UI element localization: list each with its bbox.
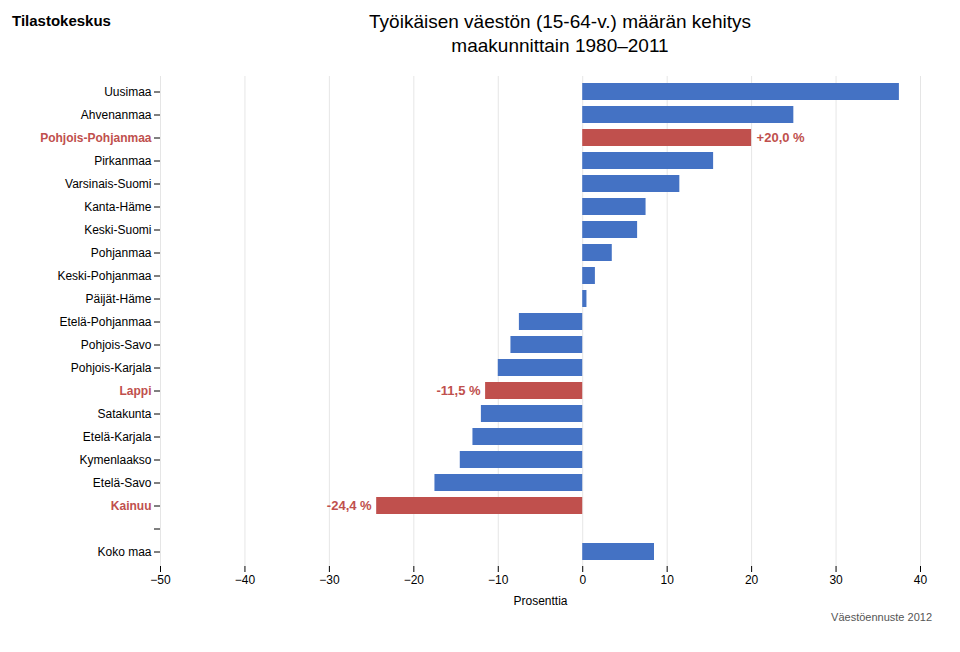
svg-text:−10: −10 bbox=[488, 573, 509, 587]
svg-text:−20: −20 bbox=[404, 573, 425, 587]
svg-text:-24,4 %: -24,4 % bbox=[327, 498, 372, 513]
svg-text:0: 0 bbox=[579, 573, 586, 587]
svg-text:Keski-Pohjanmaa: Keski-Pohjanmaa bbox=[57, 269, 151, 283]
svg-text:10: 10 bbox=[660, 573, 674, 587]
svg-text:+20,0 %: +20,0 % bbox=[757, 130, 806, 145]
html-text:Tilastokeskus: Tilastokeskus bbox=[12, 12, 111, 29]
svg-text:Pohjanmaa: Pohjanmaa bbox=[91, 246, 152, 260]
svg-text:Etelä-Karjala: Etelä-Karjala bbox=[83, 430, 152, 444]
svg-text:Etelä-Savo: Etelä-Savo bbox=[93, 476, 152, 490]
html-text:Työikäisen väestön (15-64-v.): Työikäisen väestön (15-64-v.) määrän keh… bbox=[369, 11, 751, 32]
svg-text:Ahvenanmaa: Ahvenanmaa bbox=[81, 108, 152, 122]
svg-text:Pohjois-Pohjanmaa: Pohjois-Pohjanmaa bbox=[40, 131, 152, 145]
svg-text:−30: −30 bbox=[319, 573, 340, 587]
svg-text:Pirkanmaa: Pirkanmaa bbox=[94, 154, 152, 168]
svg-text:Päijät-Häme: Päijät-Häme bbox=[85, 292, 151, 306]
svg-text:30: 30 bbox=[829, 573, 843, 587]
svg-text:Kainuu: Kainuu bbox=[111, 499, 152, 513]
svg-text:−40: −40 bbox=[235, 573, 256, 587]
svg-text:-11,5 %: -11,5 % bbox=[437, 383, 482, 398]
svg-text:Lappi: Lappi bbox=[120, 384, 152, 398]
svg-text:Keski-Suomi: Keski-Suomi bbox=[84, 223, 151, 237]
svg-text:Satakunta: Satakunta bbox=[97, 407, 151, 421]
svg-text:Etelä-Pohjanmaa: Etelä-Pohjanmaa bbox=[59, 315, 151, 329]
svg-text:Koko maa: Koko maa bbox=[97, 545, 151, 559]
svg-text:40: 40 bbox=[914, 573, 928, 587]
svg-text:Prosenttia: Prosenttia bbox=[513, 594, 567, 608]
svg-text:−50: −50 bbox=[150, 573, 171, 587]
svg-text:20: 20 bbox=[745, 573, 759, 587]
svg-text:Kymenlaakso: Kymenlaakso bbox=[79, 453, 151, 467]
svg-text:Uusimaa: Uusimaa bbox=[104, 85, 152, 99]
html-text:Väestöennuste 2012: Väestöennuste 2012 bbox=[831, 611, 932, 623]
svg-text:Kanta-Häme: Kanta-Häme bbox=[84, 200, 152, 214]
svg-text:Varsinais-Suomi: Varsinais-Suomi bbox=[65, 177, 151, 191]
html-text:maakunnittain 1980–2011: maakunnittain 1980–2011 bbox=[451, 35, 669, 56]
svg-text:Pohjois-Savo: Pohjois-Savo bbox=[81, 338, 152, 352]
svg-text:Pohjois-Karjala: Pohjois-Karjala bbox=[71, 361, 152, 375]
